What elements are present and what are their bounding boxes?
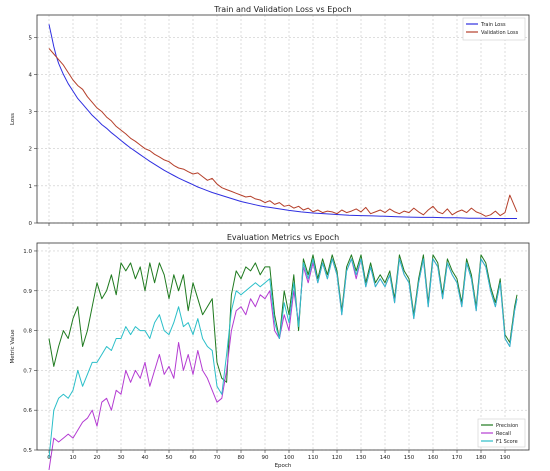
loss-chart-series — [48, 24, 518, 219]
loss-chart-title: Train and Validation Loss vs Epoch — [213, 5, 351, 14]
loss-chart-legend: Train Loss Validation Loss — [462, 17, 526, 41]
metrics-chart-ytick-label: 0.6 — [23, 408, 32, 414]
metrics-chart: Evaluation Metrics vs Epoch Metric Value… — [10, 233, 530, 470]
loss-chart-ytick-label: 1 — [29, 184, 33, 190]
metrics-chart-legend: Precision Recall F1 Score — [477, 418, 526, 448]
loss-chart-grid — [37, 15, 529, 224]
metrics-chart-title: Evaluation Metrics vs Epoch — [227, 233, 339, 242]
metrics-chart-xtick-label: 30 — [118, 455, 125, 461]
metrics-chart-xtick-label: 110 — [308, 455, 319, 461]
metrics-chart-xtick-label: 80 — [238, 455, 245, 461]
loss-chart-legend-box — [462, 17, 526, 41]
loss-chart-ticks: 0 1 2 3 4 5 — [29, 35, 506, 227]
loss-chart: Train and Validation Loss vs Epoch Loss … — [10, 5, 530, 227]
metrics-chart-xtick-label: 10 — [70, 455, 77, 461]
metrics-chart-xtick-label: 130 — [356, 455, 367, 461]
metrics-chart-ylabel: Metric Value — [10, 329, 16, 364]
metrics-chart-xtick-label: 90 — [262, 455, 269, 461]
loss-chart-legend-validation-loss-label: Validation Loss — [481, 30, 519, 36]
metrics-chart-series — [48, 254, 518, 470]
loss-chart-ylabel: Loss — [10, 113, 16, 125]
loss-chart-ytick-label: 3 — [29, 110, 33, 116]
loss-chart-validation-loss-line — [48, 48, 518, 217]
loss-chart-train-loss-line — [48, 24, 517, 219]
metrics-chart-xtick-label: 70 — [214, 455, 221, 461]
loss-chart-ytick-label: 5 — [29, 35, 33, 41]
metrics-chart-ytick-label: 0.9 — [23, 289, 32, 295]
metrics-chart-legend-recall-label: Recall — [496, 431, 511, 437]
loss-chart-ytick-label: 4 — [29, 72, 33, 78]
metrics-chart-xtick-label: 40 — [142, 455, 149, 461]
metrics-chart-xlabel: Epoch — [275, 463, 292, 469]
loss-chart-legend-train-loss-label: Train Loss — [480, 22, 506, 28]
metrics-chart-xtick-label: 150 — [404, 455, 415, 461]
metrics-chart-legend-precision-label: Precision — [496, 423, 518, 429]
metrics-chart-precision-line — [48, 254, 518, 383]
metrics-chart-xtick-label: 170 — [452, 455, 463, 461]
metrics-chart-xtick-label: 50 — [166, 455, 173, 461]
metrics-chart-xtick-label: 140 — [380, 455, 391, 461]
metrics-chart-f1-score-line — [48, 258, 518, 459]
metrics-chart-frame — [36, 242, 530, 451]
metrics-chart-grid — [37, 243, 529, 451]
loss-chart-ytick-label: 0 — [29, 221, 33, 227]
loss-chart-ytick-label: 2 — [29, 147, 33, 153]
metrics-chart-xtick-label: 180 — [476, 455, 487, 461]
metrics-chart-ytick-label: 0.7 — [23, 368, 32, 374]
metrics-chart-xtick-label: 100 — [284, 455, 295, 461]
metrics-chart-ytick-label: 0.5 — [23, 448, 32, 454]
metrics-chart-xtick-label: 20 — [94, 455, 101, 461]
metrics-chart-xtick-label: 160 — [428, 455, 439, 461]
metrics-chart-xtick-label: 60 — [190, 455, 197, 461]
metrics-chart-xtick-label: 190 — [500, 455, 511, 461]
metrics-chart-ytick-label: 1.0 — [23, 249, 32, 255]
metrics-chart-legend-f1-score-label: F1 Score — [496, 439, 518, 445]
loss-chart-frame — [36, 14, 530, 224]
metrics-chart-xtick-label: 120 — [332, 455, 343, 461]
metrics-chart-ytick-label: 0.8 — [23, 329, 32, 335]
